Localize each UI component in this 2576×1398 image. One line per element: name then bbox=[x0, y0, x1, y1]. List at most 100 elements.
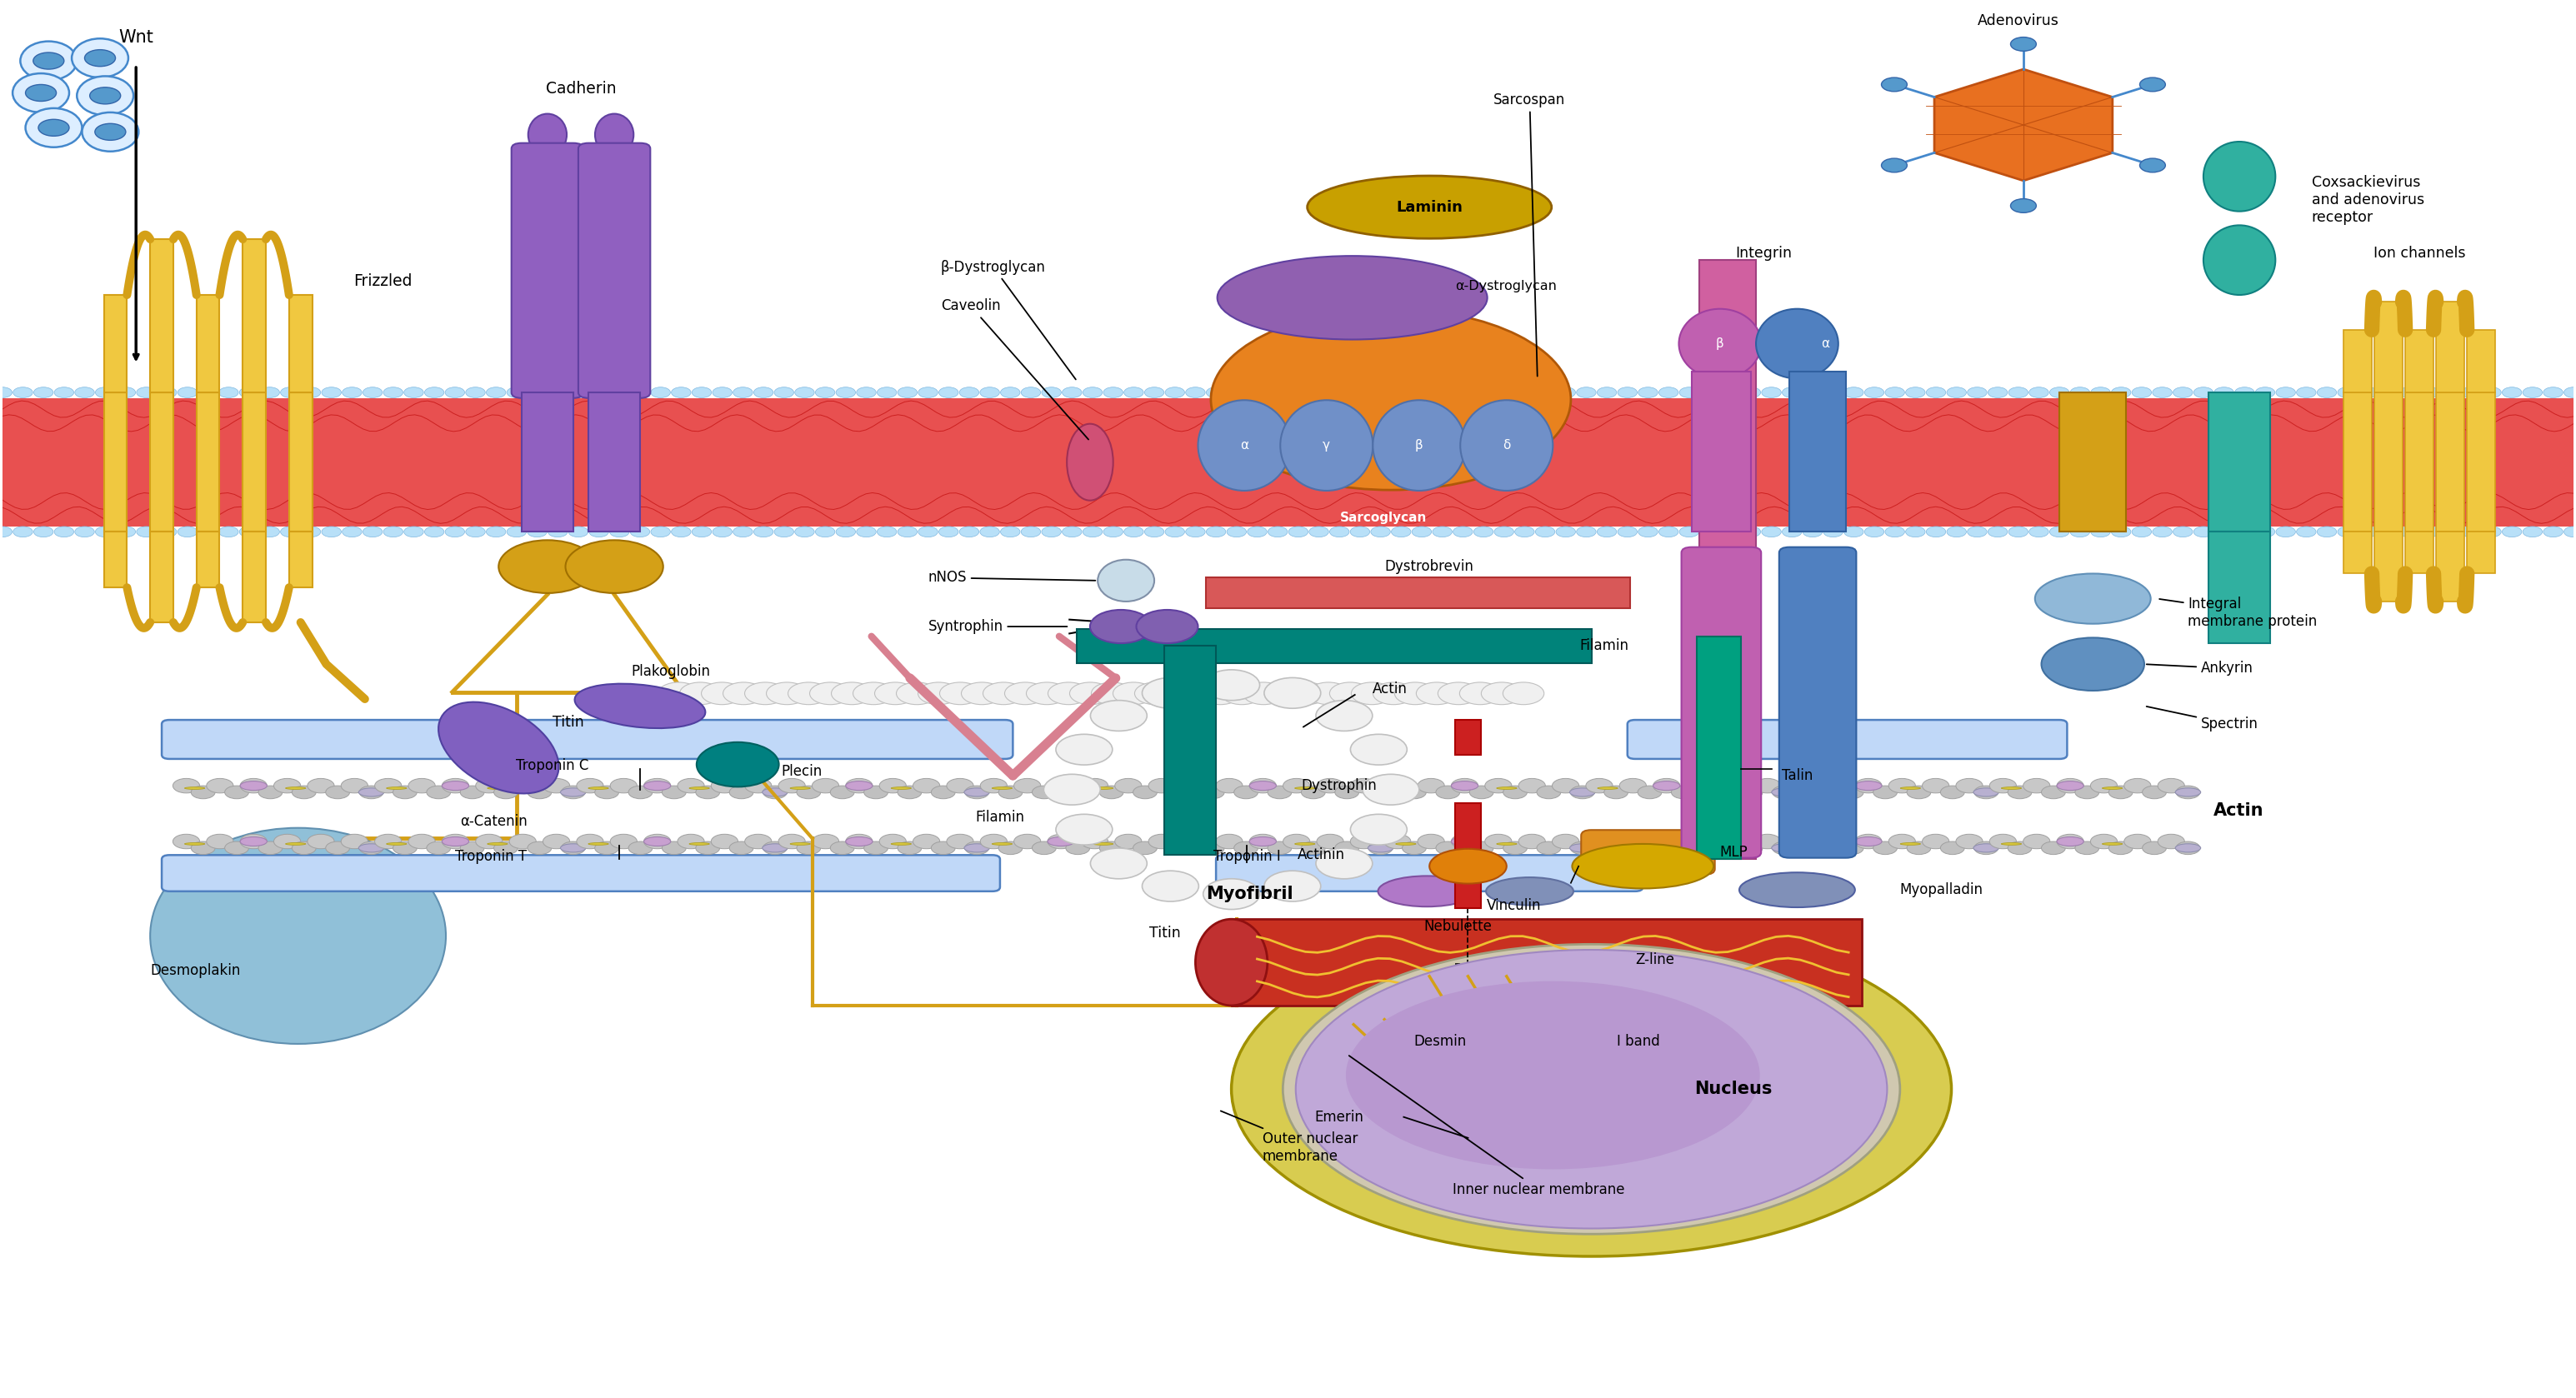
Bar bbox=[289, 531, 312, 587]
Circle shape bbox=[1468, 786, 1494, 798]
Ellipse shape bbox=[1973, 844, 1999, 853]
Ellipse shape bbox=[891, 787, 912, 790]
Circle shape bbox=[611, 387, 629, 398]
Circle shape bbox=[2159, 835, 2184, 849]
Circle shape bbox=[2092, 835, 2117, 849]
Circle shape bbox=[2133, 387, 2151, 398]
Ellipse shape bbox=[386, 843, 407, 844]
Ellipse shape bbox=[845, 781, 873, 790]
Ellipse shape bbox=[1450, 837, 1479, 846]
Bar bbox=[2208, 531, 2269, 643]
Circle shape bbox=[2398, 387, 2419, 398]
Ellipse shape bbox=[1739, 872, 1855, 907]
Bar bbox=[242, 239, 265, 393]
Circle shape bbox=[930, 842, 956, 854]
Circle shape bbox=[1103, 527, 1123, 537]
Bar bbox=[242, 393, 265, 531]
Text: β-Dystroglycan: β-Dystroglycan bbox=[940, 260, 1077, 379]
Ellipse shape bbox=[2174, 844, 2200, 853]
Bar bbox=[2058, 393, 2125, 531]
Circle shape bbox=[1247, 387, 1267, 398]
Circle shape bbox=[1417, 682, 1458, 705]
Circle shape bbox=[1164, 387, 1185, 398]
Circle shape bbox=[1687, 779, 1713, 793]
Ellipse shape bbox=[1283, 944, 1901, 1234]
Circle shape bbox=[95, 123, 126, 140]
Circle shape bbox=[1069, 682, 1110, 705]
Circle shape bbox=[1515, 387, 1535, 398]
Circle shape bbox=[693, 527, 711, 537]
Bar bbox=[2375, 393, 2403, 531]
Circle shape bbox=[714, 527, 732, 537]
FancyBboxPatch shape bbox=[1780, 547, 1857, 858]
Circle shape bbox=[1267, 527, 1288, 537]
Circle shape bbox=[240, 835, 268, 849]
Circle shape bbox=[1955, 779, 1984, 793]
Circle shape bbox=[291, 786, 317, 798]
Circle shape bbox=[1659, 527, 1680, 537]
Circle shape bbox=[999, 842, 1023, 854]
Circle shape bbox=[1947, 527, 1965, 537]
Circle shape bbox=[477, 835, 502, 849]
Circle shape bbox=[1048, 779, 1074, 793]
Circle shape bbox=[569, 387, 587, 398]
Bar bbox=[2375, 531, 2403, 601]
Circle shape bbox=[829, 842, 855, 854]
Circle shape bbox=[744, 682, 786, 705]
Circle shape bbox=[1041, 527, 1061, 537]
Text: Dystrophin: Dystrophin bbox=[1301, 777, 1376, 793]
Circle shape bbox=[1216, 835, 1242, 849]
Circle shape bbox=[657, 682, 698, 705]
Circle shape bbox=[1886, 387, 1904, 398]
Ellipse shape bbox=[1698, 843, 1718, 844]
Bar bbox=[103, 295, 126, 393]
Text: Sarcospan: Sarcospan bbox=[1494, 92, 1566, 376]
Circle shape bbox=[1103, 387, 1123, 398]
Circle shape bbox=[1556, 387, 1577, 398]
Text: Ankyrin: Ankyrin bbox=[2146, 661, 2254, 675]
Ellipse shape bbox=[487, 787, 507, 790]
Circle shape bbox=[2092, 779, 2117, 793]
Ellipse shape bbox=[1430, 849, 1507, 884]
Circle shape bbox=[981, 835, 1007, 849]
Ellipse shape bbox=[1597, 843, 1618, 844]
Ellipse shape bbox=[1698, 787, 1718, 790]
Circle shape bbox=[1772, 786, 1795, 798]
Circle shape bbox=[845, 779, 873, 793]
Circle shape bbox=[33, 387, 54, 398]
Circle shape bbox=[1249, 779, 1275, 793]
Bar bbox=[2375, 302, 2403, 393]
Text: β: β bbox=[1414, 439, 1422, 452]
Circle shape bbox=[1556, 527, 1577, 537]
Text: Dystrobrevin: Dystrobrevin bbox=[1386, 559, 1473, 575]
Circle shape bbox=[2257, 527, 2275, 537]
Circle shape bbox=[1880, 77, 1906, 91]
Circle shape bbox=[240, 779, 268, 793]
Ellipse shape bbox=[2056, 837, 2084, 846]
Circle shape bbox=[157, 527, 178, 537]
Circle shape bbox=[590, 527, 608, 537]
Circle shape bbox=[1066, 786, 1090, 798]
Circle shape bbox=[191, 786, 216, 798]
Circle shape bbox=[1821, 835, 1847, 849]
Circle shape bbox=[2159, 779, 2184, 793]
Circle shape bbox=[240, 387, 260, 398]
Ellipse shape bbox=[1249, 837, 1275, 846]
Ellipse shape bbox=[1569, 788, 1595, 797]
Circle shape bbox=[762, 786, 788, 798]
Circle shape bbox=[775, 527, 793, 537]
Ellipse shape bbox=[1193, 843, 1213, 844]
Text: Actinin: Actinin bbox=[1298, 847, 1345, 863]
Circle shape bbox=[281, 527, 299, 537]
Circle shape bbox=[2112, 527, 2130, 537]
Ellipse shape bbox=[26, 108, 82, 147]
Ellipse shape bbox=[1396, 787, 1417, 790]
Circle shape bbox=[662, 786, 685, 798]
Circle shape bbox=[1705, 842, 1728, 854]
Ellipse shape bbox=[1193, 787, 1213, 790]
Circle shape bbox=[198, 527, 219, 537]
Circle shape bbox=[137, 387, 157, 398]
Circle shape bbox=[1285, 682, 1327, 705]
Circle shape bbox=[2419, 527, 2439, 537]
Circle shape bbox=[260, 527, 281, 537]
